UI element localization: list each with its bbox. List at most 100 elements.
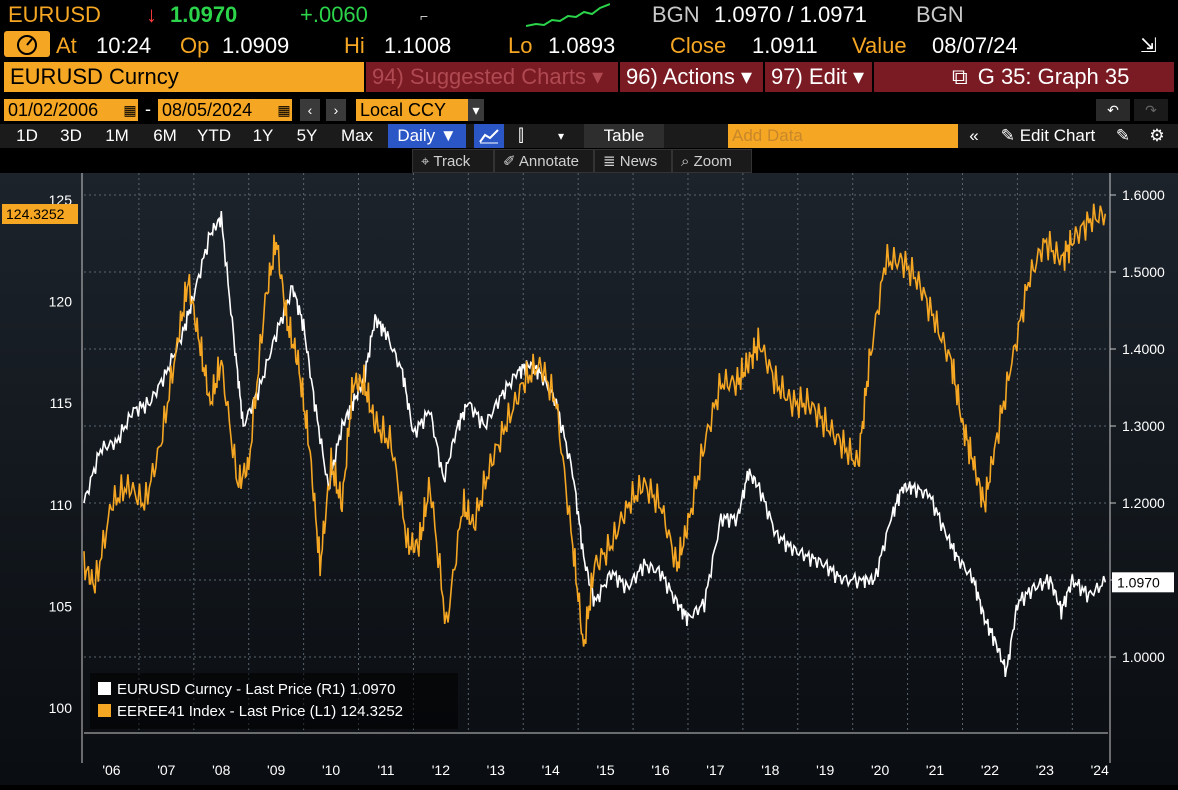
legend-item-eeree41: EEREE41 Index - Last Price (L1) 124.3252 [98, 703, 403, 720]
legend-eurusd-name: EURUSD Curncy - Last Price (R1) [117, 681, 346, 698]
price-chart[interactable]: 1001051101151201251.00001.10001.20001.30… [0, 173, 1178, 785]
period-1m[interactable]: 1M [105, 126, 129, 145]
start-calendar-icon[interactable]: ▦ [122, 99, 138, 121]
edit-chart-button[interactable]: ✎ Edit Chart [992, 124, 1104, 148]
magnifier-icon: ⌕ [681, 153, 690, 170]
x-tick-label: '15 [596, 762, 614, 778]
legend-eurusd-last: 1.0970 [349, 681, 396, 698]
bid-ask: 1.0970 / 1.0971 [714, 2, 867, 27]
x-tick-label: '10 [322, 762, 340, 778]
actions-label: 96) Actions [626, 64, 735, 89]
add-data-input[interactable]: Add Data [728, 124, 958, 148]
line-chart-icon[interactable] [474, 124, 504, 148]
chart-tools: ⌖ Track ✐ Annotate ≣ News ⌕ Zoom [0, 149, 1178, 173]
chart-canvas[interactable]: 1001051101151201251.00001.10001.20001.30… [0, 173, 1178, 785]
legend-swatch-amber [98, 704, 111, 717]
currency-select[interactable]: Local CCY [356, 99, 468, 121]
right-last-value-box [1112, 572, 1174, 593]
x-tick-label: '23 [1036, 762, 1054, 778]
right-tick-label: 1.0000 [1122, 649, 1165, 665]
edit-chart-label: Edit Chart [1019, 126, 1096, 145]
legend-item-eurusd: EURUSD Curncy - Last Price (R1) 1.0970 [98, 681, 395, 698]
actions-menu[interactable]: 96) Actions ▾ [620, 62, 763, 92]
x-tick-label: '12 [432, 762, 450, 778]
x-tick-label: '13 [487, 762, 505, 778]
period-max[interactable]: Max [340, 126, 374, 145]
clock-icon[interactable] [4, 31, 50, 57]
hi-value: 1.1008 [384, 33, 452, 58]
bid-source: BGN [652, 2, 700, 27]
title-bar: EURUSD Curncy 94) Suggested Charts ▾ 96)… [0, 62, 1178, 92]
x-tick-label: '17 [706, 762, 724, 778]
redo-icon[interactable]: ↷ [1134, 99, 1168, 121]
period-6m[interactable]: 6M [153, 126, 177, 145]
period-ytd[interactable]: YTD [197, 126, 231, 145]
graph-title[interactable]: ⧉ G 35: Graph 35 [874, 62, 1174, 92]
currency-dropdown-icon[interactable]: ▾ [468, 99, 484, 121]
crosshair-icon: ⌖ [421, 153, 430, 170]
toolbar: 1D 3D 1M 6M YTD 1Y 5Y Max Daily ▼ ⫿ ▾ Ta… [0, 124, 1178, 148]
left-tick-label: 105 [49, 598, 73, 614]
right-tick-label: 1.4000 [1122, 341, 1165, 357]
value-label: Value [852, 33, 907, 58]
annotate-settings-icon[interactable]: ✎ [1115, 126, 1131, 145]
external-link-icon: ⧉ [952, 64, 968, 89]
at-label: At [56, 33, 77, 58]
right-tick-label: 1.3000 [1122, 418, 1165, 434]
end-calendar-icon[interactable]: ▦ [276, 99, 292, 121]
frequency-select[interactable]: Daily ▼ [388, 124, 466, 148]
left-last-value-label: 124.3252 [6, 206, 65, 222]
period-3d[interactable]: 3D [60, 126, 82, 145]
x-tick-label: '07 [157, 762, 175, 778]
security-field[interactable]: EURUSD Curncy [4, 62, 364, 92]
suggested-charts-menu[interactable]: 94) Suggested Charts ▾ [366, 62, 618, 92]
x-tick-label: '24 [1091, 762, 1109, 778]
start-date-input[interactable]: 01/02/2006 [4, 99, 122, 121]
collapse-icon[interactable]: « [969, 126, 979, 145]
bar-chart-icon[interactable]: ⫿ [518, 126, 524, 145]
series-line-eurusd [83, 211, 1107, 678]
right-tick-label: 1.6000 [1122, 187, 1165, 203]
prev-arrow-icon[interactable]: ‹ [300, 99, 320, 121]
track-tool[interactable]: ⌖ Track [412, 149, 494, 173]
left-tick-label: 110 [50, 497, 73, 513]
ticker-bar: EURUSD ↓ 1.0970 +.0060 ⌐ BGN 1.0970 / 1.… [0, 0, 1178, 30]
frequency-label: Daily [397, 126, 436, 145]
quote-bar: At 10:24 Op 1.0909 Hi 1.1008 Lo 1.0893 C… [0, 31, 1178, 59]
period-1d[interactable]: 1D [16, 126, 38, 145]
x-tick-label: '22 [981, 762, 999, 778]
next-arrow-icon[interactable]: › [326, 99, 346, 121]
x-tick-label: '09 [267, 762, 285, 778]
zoom-tool[interactable]: ⌕ Zoom [672, 149, 752, 173]
op-label: Op [180, 33, 210, 58]
undo-icon[interactable]: ↶ [1096, 99, 1130, 121]
legend-eeree41-name: EEREE41 Index - Last Price (L1) [117, 703, 337, 720]
track-label: Track [433, 153, 471, 170]
ticker-symbol: EURUSD [8, 2, 101, 27]
x-tick-label: '21 [926, 762, 944, 778]
period-1y[interactable]: 1Y [252, 126, 274, 145]
annotate-label: Annotate [518, 153, 579, 170]
end-date-input[interactable]: 08/05/2024 [158, 99, 276, 121]
x-tick-label: '11 [377, 762, 394, 778]
gear-icon[interactable]: ⚙ [1149, 126, 1165, 145]
x-tick-label: '20 [871, 762, 889, 778]
legend-swatch-white [98, 682, 111, 695]
right-tick-label: 1.5000 [1122, 264, 1165, 280]
edit-label: 97) Edit [771, 64, 847, 89]
edit-menu[interactable]: 97) Edit ▾ [765, 62, 872, 92]
zoom-label: Zoom [693, 153, 732, 170]
lo-value: 1.0893 [548, 33, 616, 58]
last-price: 1.0970 [170, 2, 238, 27]
chart-type-dropdown-icon[interactable]: ▾ [557, 129, 565, 143]
x-tick-label: '16 [651, 762, 669, 778]
period-5y[interactable]: 5Y [296, 126, 318, 145]
close-value: 1.0911 [752, 33, 818, 58]
left-tick-label: 100 [49, 700, 73, 716]
annotate-tool[interactable]: ✐ Annotate [494, 149, 594, 173]
legend: EURUSD Curncy - Last Price (R1) 1.0970 E… [90, 673, 458, 729]
ask-source: BGN [916, 2, 964, 27]
table-button[interactable]: Table [584, 124, 664, 148]
popout-icon[interactable]: ⇲ [1140, 35, 1157, 57]
news-tool[interactable]: ≣ News [594, 149, 672, 173]
